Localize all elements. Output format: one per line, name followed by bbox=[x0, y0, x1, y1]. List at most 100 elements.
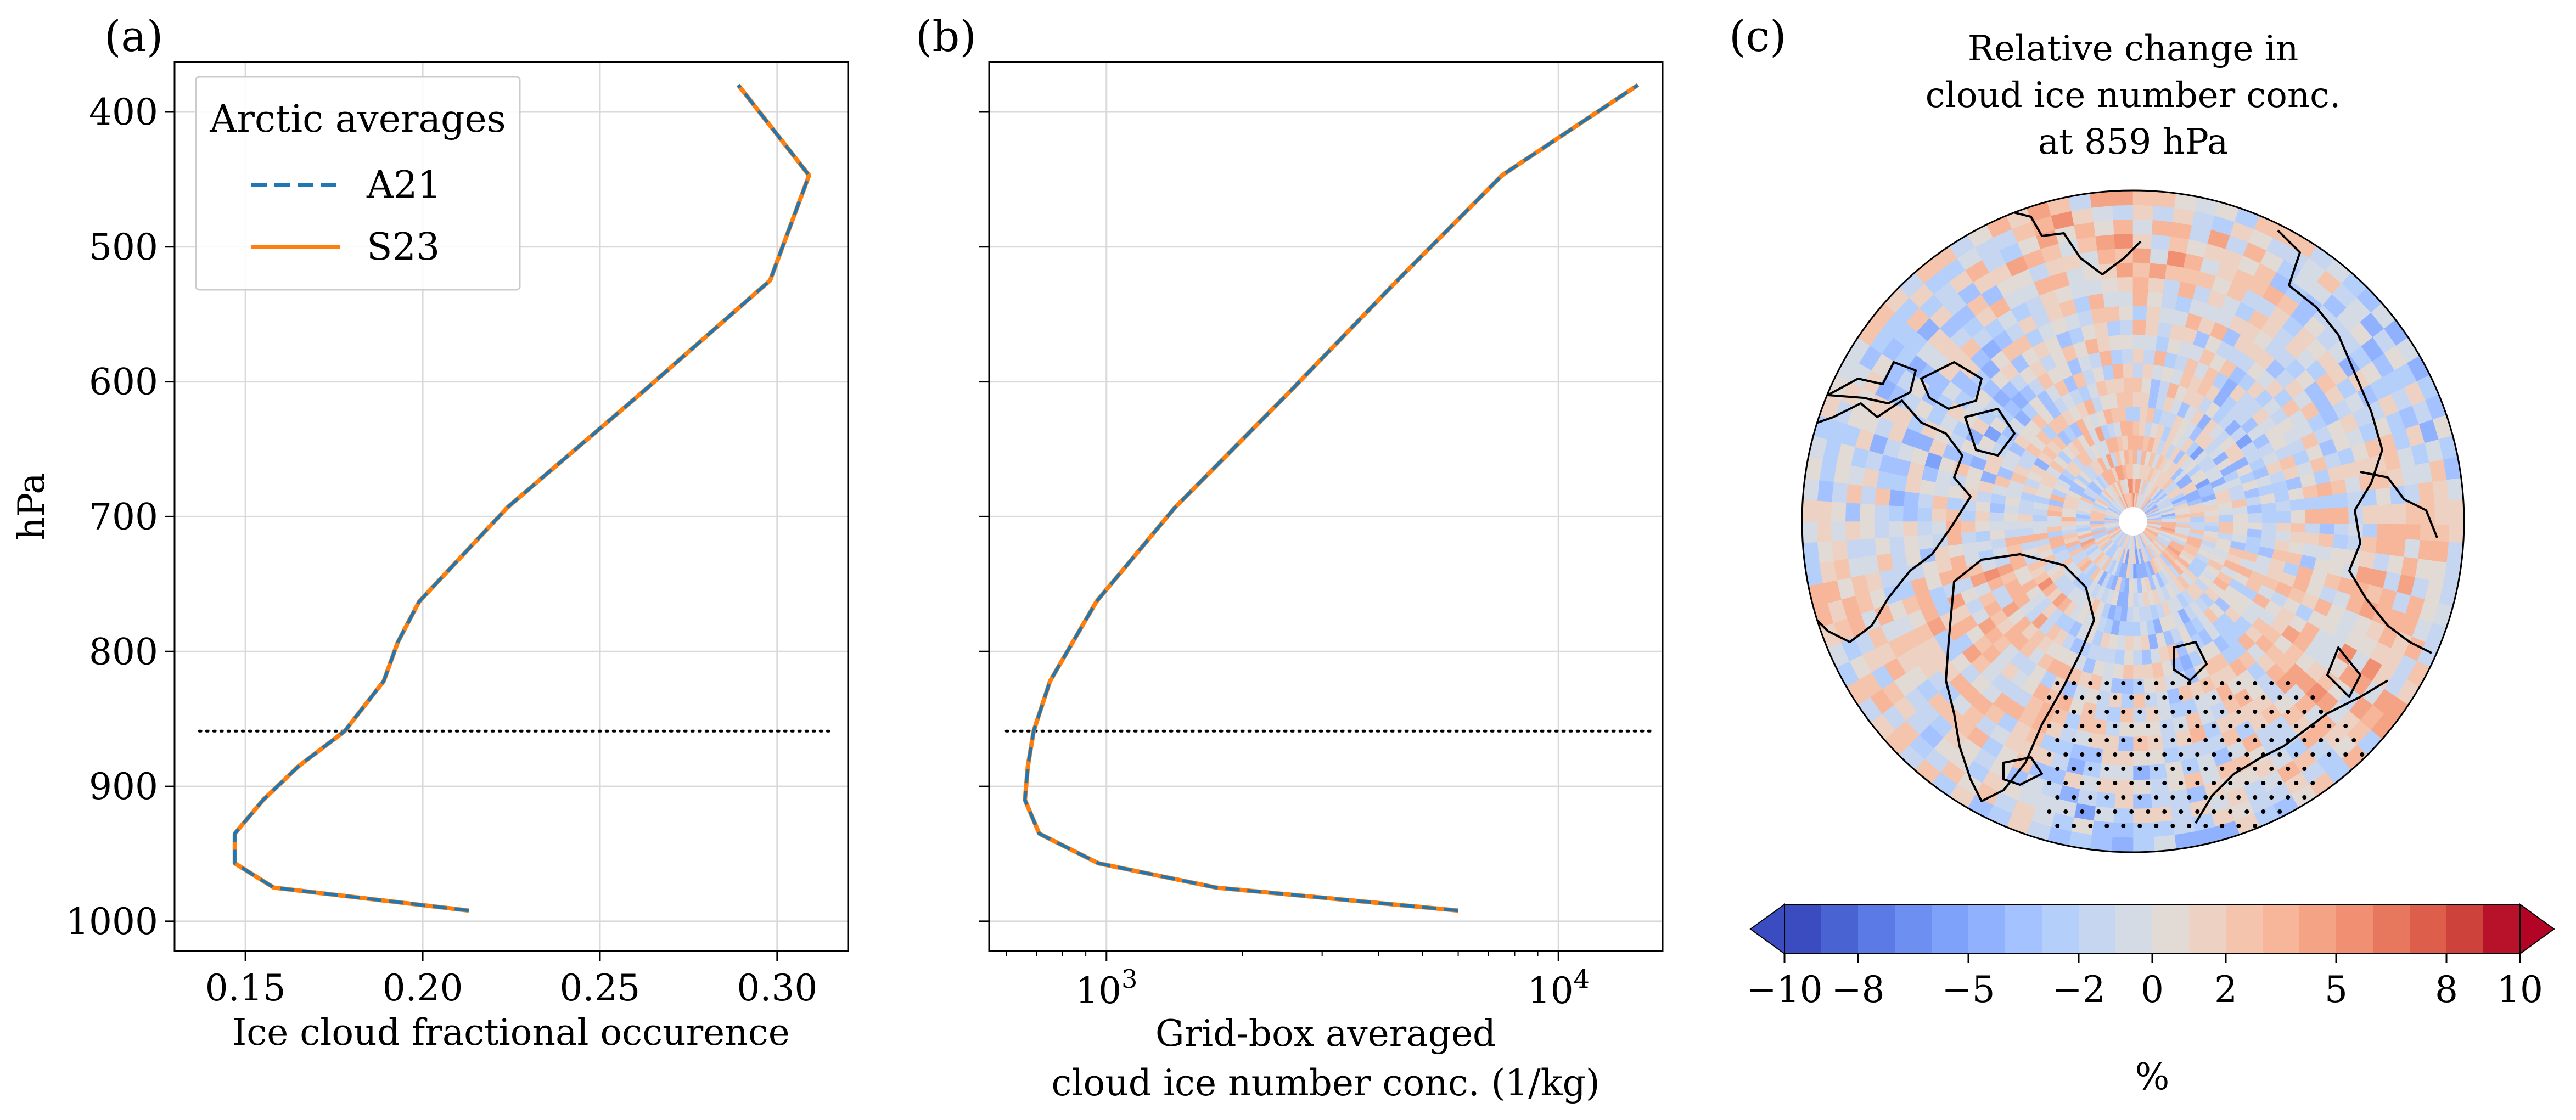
map-cell bbox=[2122, 362, 2135, 378]
y-tick-label: 600 bbox=[89, 361, 158, 403]
map-cell bbox=[2111, 190, 2137, 206]
map-cell bbox=[2089, 190, 2116, 208]
colorbar-swatch bbox=[2079, 904, 2116, 954]
stipple-dot bbox=[2286, 767, 2291, 771]
stipple-dot bbox=[2162, 724, 2167, 728]
coastline-novaya-zemlya bbox=[2326, 646, 2361, 698]
stipple-dot bbox=[2072, 767, 2076, 771]
stipple-dot bbox=[2080, 781, 2085, 785]
stipple-dot bbox=[2253, 767, 2258, 771]
stipple-dot bbox=[2072, 681, 2076, 685]
colorbar-swatch bbox=[2189, 904, 2226, 954]
map-cell bbox=[2219, 514, 2235, 523]
map-cell bbox=[2122, 348, 2135, 364]
stipple-dot bbox=[2063, 695, 2068, 700]
map-coastlines bbox=[1802, 207, 2438, 824]
colorbar-over-arrow bbox=[2519, 903, 2555, 955]
stipple-dot bbox=[2179, 695, 2184, 700]
stipple-dot bbox=[2294, 695, 2299, 700]
stipple-dot bbox=[2080, 724, 2085, 728]
stipple-dot bbox=[2154, 681, 2159, 685]
stipple-dot bbox=[2335, 738, 2340, 742]
stipple-dot bbox=[2269, 795, 2274, 800]
stipple-dot bbox=[2302, 738, 2307, 742]
stipple-dot bbox=[2327, 752, 2332, 757]
colorbar-swatch bbox=[2226, 904, 2263, 954]
stipple-dot bbox=[2228, 809, 2233, 814]
stipple-dot bbox=[2286, 824, 2291, 828]
colorbar-swatch bbox=[2410, 904, 2447, 954]
stipple-dot bbox=[2228, 695, 2233, 700]
map-cell bbox=[1960, 519, 1976, 533]
stipple-dot bbox=[2187, 824, 2192, 828]
stipple-dot bbox=[2080, 695, 2085, 700]
map-cell bbox=[2333, 506, 2350, 524]
stipple-dot bbox=[2063, 809, 2068, 814]
map-cell bbox=[2391, 503, 2407, 525]
stipple-dot bbox=[2072, 795, 2076, 800]
stipple-dot bbox=[2088, 795, 2093, 800]
series-a21-line bbox=[1023, 83, 1639, 913]
colorbar-swatch bbox=[2115, 904, 2153, 954]
map-cell bbox=[2377, 504, 2393, 525]
stipple-dot bbox=[2310, 752, 2315, 757]
stipple-dot bbox=[2253, 681, 2258, 685]
colorbar-swatch bbox=[1895, 904, 1932, 954]
map-cell bbox=[2362, 505, 2378, 524]
stipple-dot bbox=[2220, 710, 2225, 714]
panel-b-label: (b) bbox=[916, 12, 976, 61]
coastline-scandinavia bbox=[2195, 679, 2389, 824]
stipple-dot bbox=[2310, 695, 2315, 700]
stipple-dot bbox=[2170, 767, 2175, 771]
stipple-dot bbox=[2294, 724, 2299, 728]
map-cell bbox=[2114, 233, 2136, 249]
colorbar-tick-label: −10 bbox=[1746, 969, 1822, 1011]
stipple-dot bbox=[2244, 724, 2249, 728]
map-cell bbox=[2305, 509, 2321, 524]
stipple-dot bbox=[2236, 738, 2241, 742]
map-cell bbox=[2117, 276, 2136, 292]
stipple-dot bbox=[2137, 767, 2142, 771]
colorbar-swatch bbox=[2005, 904, 2042, 954]
coastline-svalbard bbox=[2173, 641, 2208, 682]
panel-b-x-label-line2: cloud ice number conc. (1/kg) bbox=[1051, 1062, 1600, 1104]
colorbar-under-arrow bbox=[1749, 903, 1785, 955]
colorbar-swatch bbox=[1932, 904, 1969, 954]
colorbar-tick-label: −2 bbox=[2052, 969, 2105, 1011]
panel-a-series bbox=[232, 83, 811, 913]
map-cell bbox=[1859, 518, 1875, 539]
map-cell bbox=[2233, 513, 2249, 523]
stipple-dot bbox=[2154, 795, 2159, 800]
stipple-dot bbox=[2203, 795, 2208, 800]
colorbar-swatch bbox=[1968, 904, 2006, 954]
map-cell bbox=[2247, 513, 2264, 523]
stipple-dot bbox=[2286, 681, 2291, 685]
map-cell bbox=[2129, 837, 2155, 852]
stipple-dot bbox=[2129, 724, 2134, 728]
colorbar-swatch bbox=[2299, 904, 2337, 954]
legend-s23-label: S23 bbox=[367, 226, 440, 269]
panel-a-legend: Arctic averages A21 S23 bbox=[195, 76, 521, 291]
stipple-dot bbox=[2113, 781, 2118, 785]
colorbar-swatch bbox=[2263, 904, 2300, 954]
stipple-dot bbox=[2244, 752, 2249, 757]
stipple-dot bbox=[2170, 795, 2175, 800]
stipple-dot bbox=[2121, 767, 2126, 771]
stipple-dot bbox=[2104, 795, 2109, 800]
stipple-dot bbox=[2195, 809, 2200, 814]
stipple-dot bbox=[2261, 695, 2266, 700]
map-cell bbox=[1830, 518, 1847, 542]
y-tick-label: 800 bbox=[89, 631, 158, 673]
stipple-dot bbox=[2179, 809, 2184, 814]
stipple-dot bbox=[2319, 710, 2324, 714]
stipple-dot bbox=[2261, 724, 2266, 728]
colorbar-swatch bbox=[2042, 904, 2079, 954]
north-pole-hole bbox=[2119, 507, 2147, 536]
stipple-dot bbox=[2137, 710, 2142, 714]
map-cell bbox=[1916, 519, 1933, 536]
colorbar-swatch bbox=[2336, 904, 2373, 954]
x-tick-label: 104 bbox=[1528, 964, 1590, 1012]
map-cell bbox=[1974, 519, 1990, 532]
stipple-dot bbox=[2146, 724, 2151, 728]
